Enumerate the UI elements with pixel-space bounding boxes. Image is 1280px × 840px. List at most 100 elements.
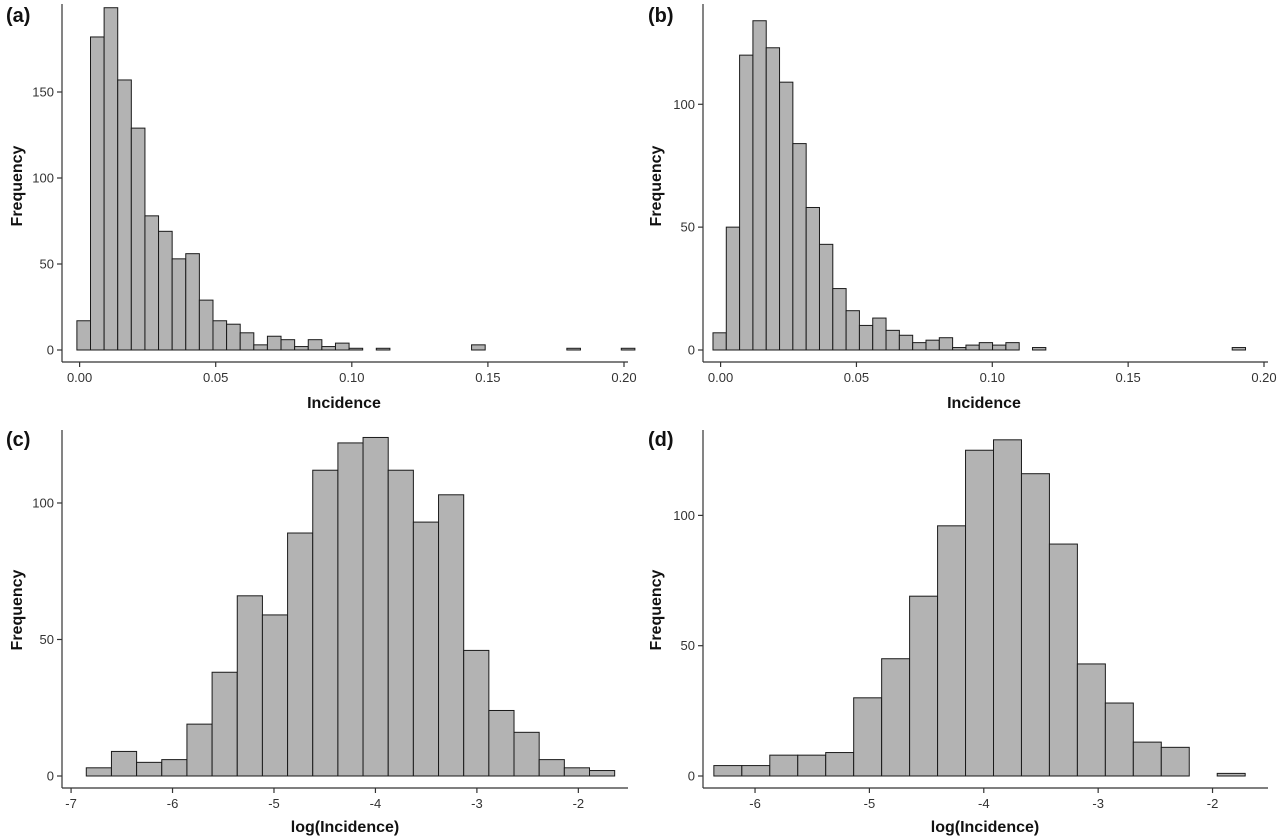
histogram-bar [765, 47, 781, 351]
histogram-bar [1132, 741, 1162, 777]
panel-a-bars [76, 7, 636, 351]
y-tick-label: 50 [40, 632, 54, 647]
histogram-bar [307, 339, 323, 351]
histogram-bar [832, 288, 847, 351]
x-tick-label: -2 [1207, 796, 1219, 811]
histogram-bar [589, 770, 616, 777]
panel-c-label: (c) [6, 429, 30, 451]
histogram-bar [321, 346, 336, 351]
histogram-bar [739, 54, 754, 351]
histogram-bar [337, 442, 364, 777]
histogram-bar [280, 339, 296, 351]
x-tick-label: 0.00 [67, 370, 92, 385]
histogram-bar [85, 767, 112, 777]
histogram-bar [752, 20, 767, 351]
y-tick-label: 100 [32, 495, 54, 510]
y-tick-label: 0 [47, 343, 54, 358]
histogram-bar [620, 347, 636, 351]
histogram-bar [117, 79, 132, 351]
histogram-bar [818, 243, 834, 351]
histogram-bar [872, 317, 887, 351]
x-tick-label: -6 [167, 796, 179, 811]
histogram-bar [1020, 473, 1050, 777]
panel-b-axes: 0.00 0.05 0.10 0.15 0.20 0 50 100 [673, 4, 1277, 385]
histogram-bar [136, 761, 163, 777]
histogram-bar [881, 658, 911, 777]
histogram-bar [538, 759, 565, 777]
x-tick-label: -6 [749, 796, 761, 811]
x-tick-label: -3 [471, 796, 483, 811]
histogram-bar [909, 595, 939, 777]
histogram-bar [566, 347, 581, 351]
histogram-bar [471, 344, 486, 351]
histogram-bar [266, 335, 282, 351]
x-tick-label: 0.05 [844, 370, 869, 385]
histogram-bar [1231, 347, 1247, 351]
histogram-bar [779, 81, 794, 351]
panel-a: (a) 0.00 0.05 0.10 0.15 0.20 0 50 100 150 Incide… [6, 4, 637, 412]
x-tick-label: -4 [978, 796, 990, 811]
x-tick-label: 0.10 [339, 370, 364, 385]
panel-c-xlabel: log(Incidence) [291, 819, 399, 836]
histogram-bar [885, 329, 900, 351]
histogram-bar [171, 258, 187, 351]
x-tick-label: 0.00 [708, 370, 733, 385]
panel-d-bars [713, 439, 1246, 777]
x-tick-label: -2 [573, 796, 585, 811]
histogram-bar [938, 337, 954, 351]
histogram-bar [387, 469, 414, 777]
histogram-bar [1076, 663, 1106, 777]
histogram-bar [198, 299, 214, 351]
panel-b-bars [712, 20, 1247, 351]
panel-d-axes: -6 -5 -4 -3 -2 0 50 100 [673, 430, 1268, 811]
panel-a-label: (a) [6, 5, 30, 27]
x-tick-label: 0.20 [1251, 370, 1276, 385]
y-tick-label: 0 [47, 769, 54, 784]
histogram-bar [185, 253, 200, 351]
x-tick-label: 0.15 [1115, 370, 1140, 385]
histogram-bar [1160, 746, 1190, 777]
histogram-bar [797, 754, 827, 777]
histogram-bar [792, 143, 807, 351]
histogram-bar [186, 723, 213, 777]
histogram-bar [1048, 543, 1078, 777]
histogram-bar [912, 342, 927, 351]
panel-c: (c) -7 -6 -5 -4 -3 -2 0 50 100 log(Incidence) Fr… [6, 429, 628, 836]
x-tick-label: 0.15 [475, 370, 500, 385]
histogram-bar [513, 731, 540, 777]
histogram-bar [294, 346, 309, 351]
histogram-bar [937, 525, 967, 777]
panel-c-bars [85, 436, 616, 777]
histogram-bar [239, 332, 255, 351]
y-tick-label: 0 [688, 769, 695, 784]
histogram-bar [226, 323, 241, 351]
histogram-bar [925, 339, 940, 351]
histogram-bar [253, 344, 268, 351]
histogram-bar [412, 521, 440, 777]
histogram-bar [488, 709, 515, 777]
histogram-bar [978, 342, 994, 351]
histogram-bar [236, 595, 263, 777]
histogram-bar [712, 332, 727, 351]
histogram-bar [130, 127, 146, 351]
histogram-bar [348, 347, 364, 351]
panel-c-axes: -7 -6 -5 -4 -3 -2 0 50 100 [32, 430, 628, 811]
panel-d: (d) -6 -5 -4 -3 -2 0 50 100 log(Incidence) Freq… [648, 429, 1268, 836]
histogram-bar [965, 344, 980, 351]
histogram-bar [144, 215, 160, 351]
panel-d-xlabel: log(Incidence) [931, 819, 1039, 836]
y-tick-label: 0 [688, 343, 695, 358]
y-tick-label: 50 [681, 638, 695, 653]
histogram-bar [287, 532, 314, 777]
y-tick-label: 50 [681, 220, 695, 235]
histogram-bar [212, 320, 228, 351]
panel-a-xlabel: Incidence [307, 395, 381, 412]
panel-b-ylabel: Frequency [648, 145, 665, 226]
panel-b-label: (b) [648, 5, 674, 27]
histogram-bar [952, 347, 967, 351]
x-tick-label: -3 [1092, 796, 1104, 811]
histogram-bar [805, 206, 820, 351]
histogram-bar [161, 759, 188, 777]
x-tick-label: 0.05 [203, 370, 228, 385]
